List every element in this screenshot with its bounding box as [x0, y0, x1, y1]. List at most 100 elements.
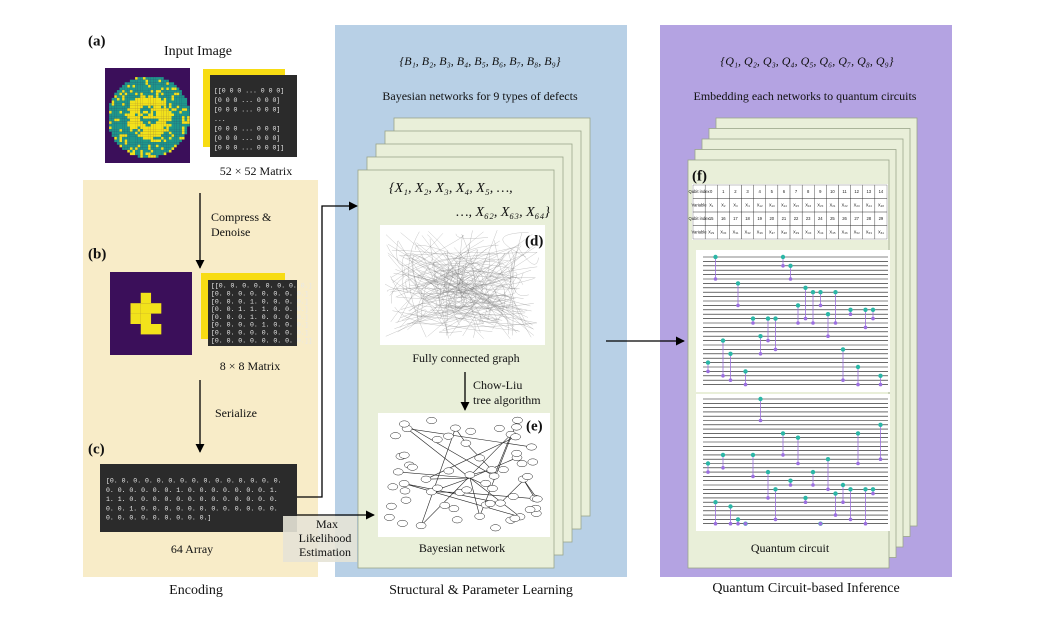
wafer-pixel: [155, 123, 159, 127]
wafer-pixel: [168, 136, 172, 140]
wafer-pixel: [181, 131, 185, 135]
control: [765, 469, 771, 475]
wafer-pixel: [176, 108, 180, 111]
algorithm-text: tree algorithm: [473, 393, 541, 407]
control: [788, 263, 793, 268]
control: [863, 307, 868, 312]
wafer-pixel: [174, 97, 177, 101]
target: [803, 316, 808, 321]
network-node: [527, 458, 539, 466]
wafer-pixel: [153, 139, 156, 143]
wafer-pixel: [142, 121, 146, 124]
wafer-pixel: [140, 123, 143, 127]
wafer-pixel: [166, 105, 169, 109]
graph-edge: [494, 240, 524, 290]
wafer-pixel: [140, 131, 143, 135]
control: [855, 431, 861, 436]
wafer-pixel: [153, 126, 156, 130]
wafer-pixel: [137, 152, 141, 156]
wafer-pixel: [179, 139, 182, 143]
control: [743, 369, 748, 374]
wafer-pixel: [158, 129, 162, 132]
wafer-pixel: [148, 87, 151, 91]
table-text: 4: [759, 189, 762, 194]
wafer-pixel: [111, 123, 115, 127]
control: [840, 347, 846, 352]
wafer-pixel: [184, 129, 188, 132]
wafer-pixel: [137, 131, 141, 135]
wafer-pixel: [122, 126, 125, 130]
wafer-pixel: [132, 121, 136, 124]
wafer-pixel: [145, 142, 149, 145]
wafer-pixel: [176, 90, 180, 93]
wafer-pixel: [145, 95, 149, 98]
wafer-pixel: [116, 121, 120, 124]
graph-edge: [445, 246, 536, 309]
wafer-pixel: [168, 144, 172, 148]
control: [758, 396, 763, 402]
wafer-pixel: [150, 118, 154, 122]
wafer-pixel: [176, 87, 180, 91]
wafer-pixel: [168, 82, 172, 85]
wafer-pixel: [153, 84, 156, 88]
control: [878, 422, 883, 427]
wafer-pixel: [179, 129, 182, 132]
wafer-pixel: [119, 113, 123, 117]
wafer-pixel: [132, 126, 136, 130]
wafer-pixel: [148, 121, 151, 124]
graph-edge: [411, 264, 477, 325]
network-node: [392, 468, 404, 476]
wafer-pixel: [166, 92, 169, 96]
graph-edge: [427, 234, 467, 287]
control: [735, 281, 741, 286]
wafer-pixel: [140, 118, 143, 122]
table-text: X₁₃: [769, 202, 775, 207]
wafer-pixel: [127, 147, 130, 150]
wafer-pixel: [161, 126, 164, 130]
wafer-pixel: [158, 97, 162, 101]
control: [870, 487, 876, 492]
network-node: [448, 505, 460, 513]
wafer-pixel: [166, 144, 169, 148]
graph-edge: [414, 273, 475, 298]
wafer-pixel: [135, 95, 138, 98]
wafer-pixel: [184, 131, 188, 135]
wafer-pixel: [150, 126, 154, 130]
wafer-pixel: [124, 139, 128, 143]
wafer-pixel: [148, 152, 151, 156]
step-text: Serialize: [215, 406, 257, 420]
graph-edge: [431, 266, 468, 280]
wafer-pixel: [142, 105, 146, 109]
wafer-pixel: [166, 97, 169, 101]
wafer-pixel: [114, 113, 117, 117]
wafer-pixel: [116, 118, 120, 122]
wafer-pixel: [122, 100, 125, 104]
wafer-pixel: [176, 136, 180, 140]
wafer-pixel: [132, 113, 136, 117]
wafer-pixel: [174, 134, 177, 137]
wafer-pixel: [129, 118, 133, 122]
wafer-pixel: [145, 121, 149, 124]
wafer-pixel: [124, 84, 128, 88]
matrix-box: [208, 280, 297, 346]
graph-edge: [406, 257, 487, 285]
wafer-pixel: [148, 118, 151, 122]
wafer-pixel: [158, 126, 162, 130]
wafer-pixel: [116, 131, 120, 135]
target: [818, 303, 823, 308]
wafer-pixel: [142, 113, 146, 117]
table-text: 9: [819, 189, 822, 194]
network-node: [486, 466, 498, 474]
wafer-pixel: [119, 116, 123, 119]
control: [795, 435, 801, 440]
graph-edge: [495, 286, 534, 330]
wafer-pixel: [116, 113, 120, 117]
wafer-pixel: [155, 129, 159, 132]
image-pixel: [140, 303, 152, 314]
wafer-pixel: [111, 108, 115, 111]
wafer-pixel: [148, 139, 151, 143]
target: [706, 470, 710, 474]
graph-edge: [455, 233, 489, 239]
wafer-pixel: [127, 110, 130, 114]
wafer-pixel: [148, 84, 151, 88]
